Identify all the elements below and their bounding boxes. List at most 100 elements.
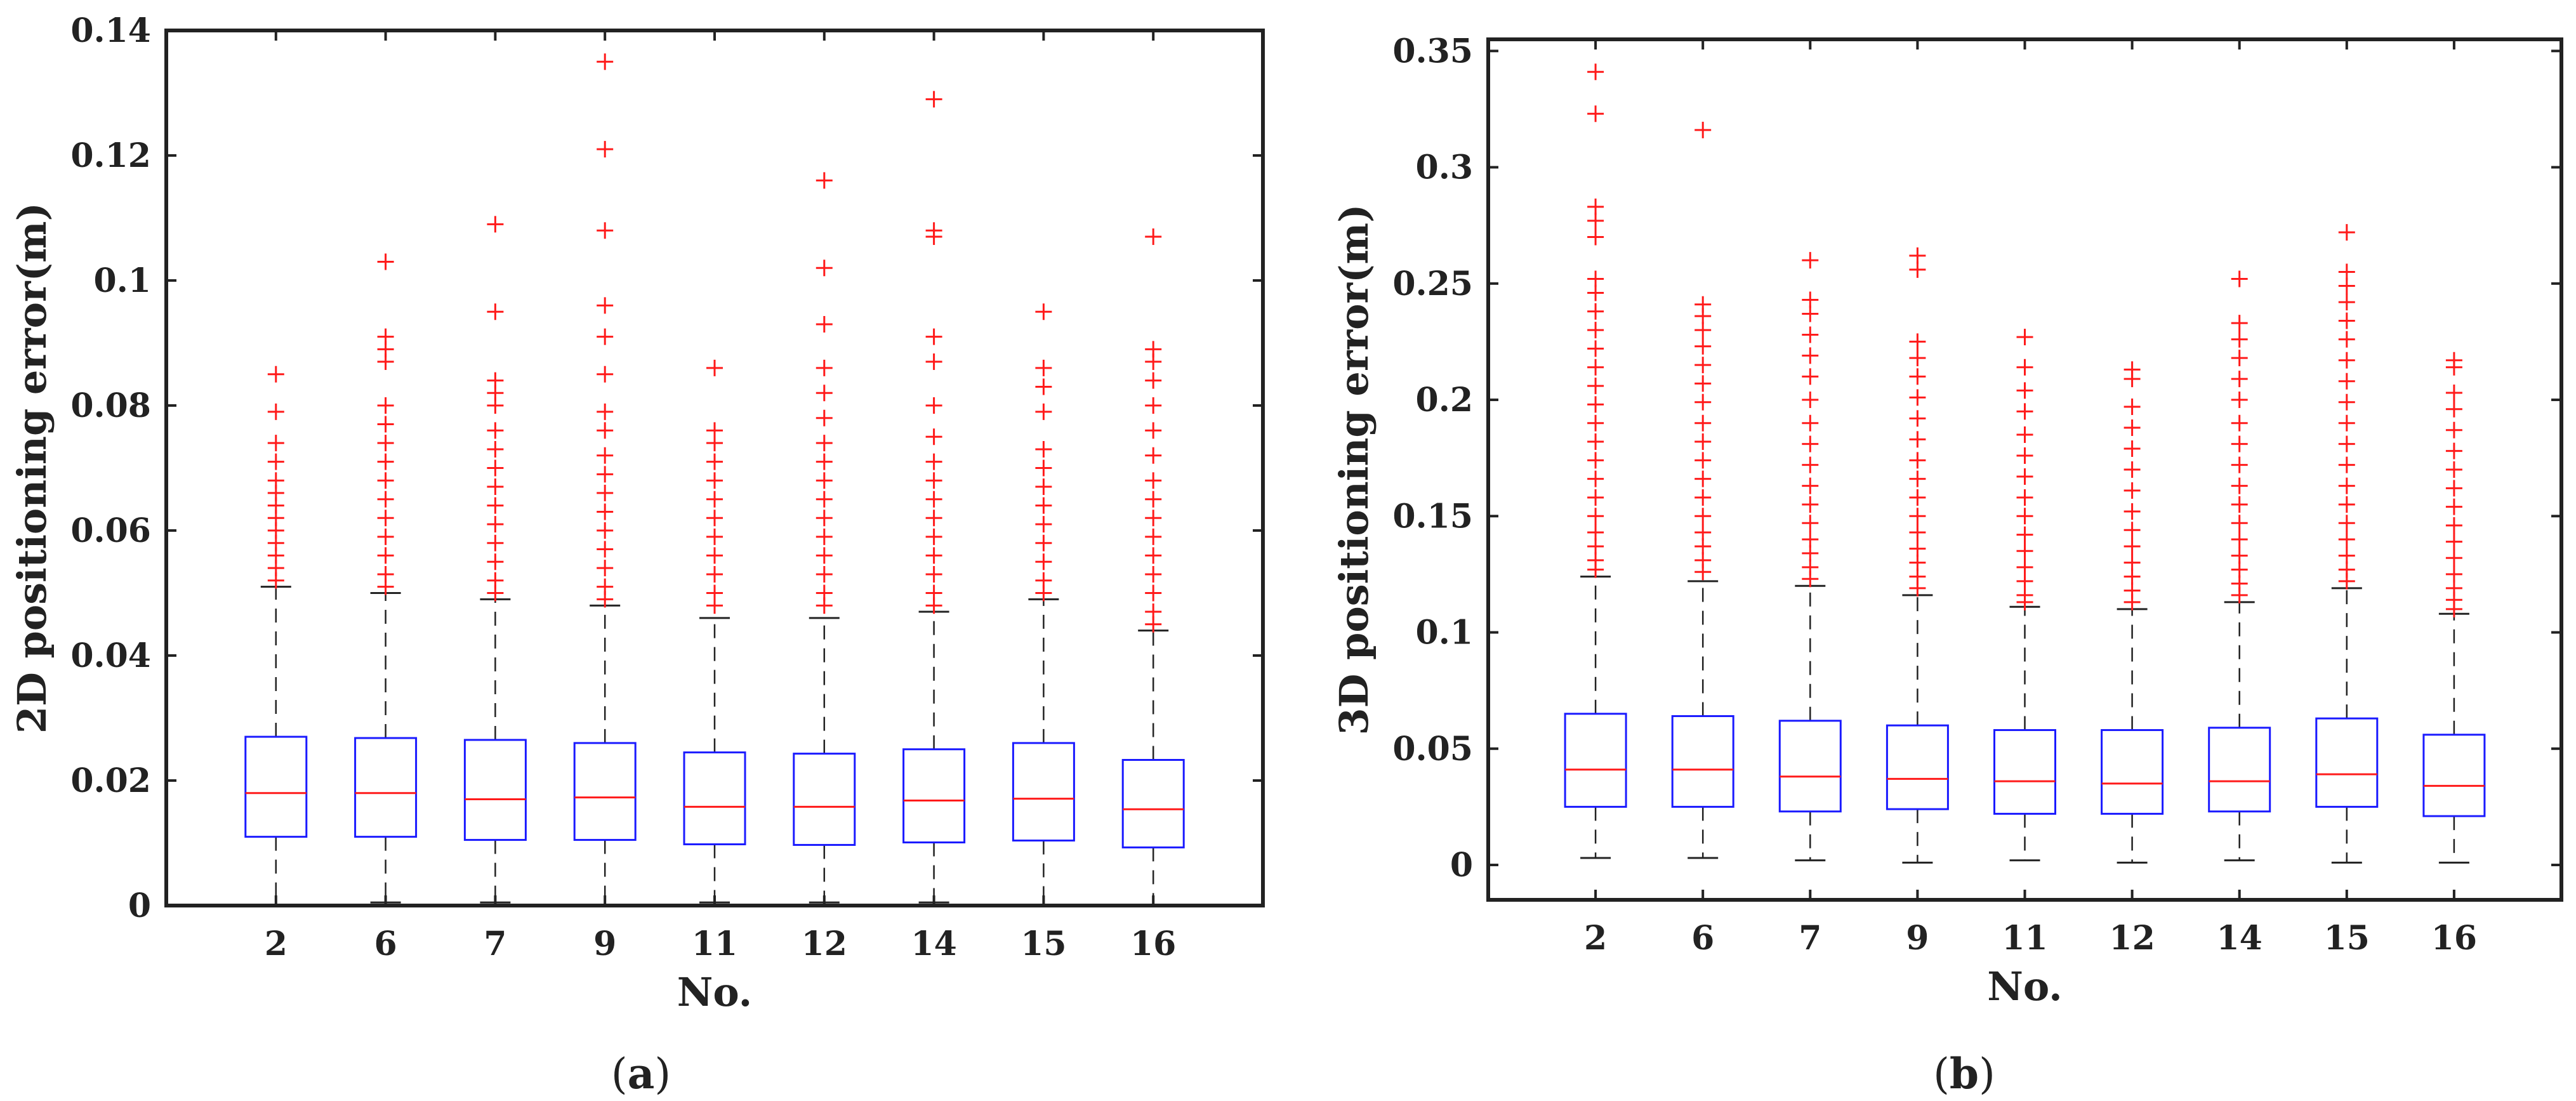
y-tick-label: 0.2 xyxy=(1416,381,1473,419)
x-tick-label: 16 xyxy=(2431,919,2477,958)
outlier-marker xyxy=(487,459,504,477)
outlier-marker xyxy=(816,528,833,545)
outlier-marker xyxy=(2016,468,2033,485)
outlier-marker xyxy=(1587,270,1604,287)
outlier-marker xyxy=(2445,421,2462,438)
x-axis-label: No. xyxy=(677,969,753,1015)
outlier-marker xyxy=(487,553,504,570)
outlier-marker xyxy=(2445,517,2462,534)
outlier-marker xyxy=(816,385,833,402)
outlier-marker xyxy=(2231,350,2248,367)
outlier-marker xyxy=(1694,375,1712,392)
y-tick-label: 0.1 xyxy=(94,261,151,300)
outlier-marker xyxy=(925,547,942,564)
y-tick-label: 0.35 xyxy=(1392,32,1473,70)
y-tick-label: 0.15 xyxy=(1392,497,1473,536)
outlier-marker xyxy=(1145,372,1162,389)
outlier-marker xyxy=(2445,480,2462,497)
outlier-marker xyxy=(487,440,504,458)
outlier-marker xyxy=(816,359,833,376)
box-iqr xyxy=(573,742,637,841)
panel-label: (a) xyxy=(611,1049,671,1098)
outlier-marker xyxy=(1145,447,1162,464)
outlier-marker xyxy=(377,510,394,527)
outlier-marker xyxy=(816,315,833,333)
x-tick-label: 9 xyxy=(1906,919,1929,958)
outlier-marker xyxy=(377,397,394,414)
outlier-marker xyxy=(1909,554,1926,571)
outlier-marker xyxy=(925,472,942,489)
outlier-marker xyxy=(925,528,942,545)
outlier-marker xyxy=(1694,433,1712,451)
outlier-marker xyxy=(1694,393,1712,411)
outlier-marker xyxy=(377,547,394,564)
outlier-marker xyxy=(816,491,833,508)
outlier-marker xyxy=(1802,347,1819,364)
outlier-marker xyxy=(1694,452,1712,469)
outlier-marker xyxy=(487,497,504,514)
y-tick-label: 0 xyxy=(128,887,151,925)
outlier-marker xyxy=(487,216,504,233)
outlier-marker xyxy=(267,366,284,383)
outlier-marker xyxy=(2124,503,2141,520)
outlier-marker xyxy=(1694,308,1712,325)
outlier-marker xyxy=(377,416,394,433)
outlier-marker xyxy=(597,541,614,558)
outlier-marker xyxy=(1802,305,1819,322)
outlier-marker xyxy=(1694,564,1712,581)
outlier-marker xyxy=(2231,477,2248,494)
outlier-marker xyxy=(2338,393,2355,411)
box-iqr xyxy=(1778,720,1842,813)
outlier-marker xyxy=(1035,478,1052,496)
outlier-marker xyxy=(816,435,833,452)
outlier-marker xyxy=(2016,329,2033,346)
outlier-marker xyxy=(267,435,284,452)
x-tick-label: 11 xyxy=(2002,919,2047,958)
outlier-marker xyxy=(1694,489,1712,506)
outlier-marker xyxy=(925,91,942,108)
outlier-marker xyxy=(1802,496,1819,513)
outlier-marker xyxy=(2231,371,2248,388)
outlier-marker xyxy=(2124,461,2141,478)
x-tick-label: 14 xyxy=(911,925,956,963)
outlier-marker xyxy=(1145,547,1162,564)
outlier-marker xyxy=(2338,515,2355,532)
outlier-marker xyxy=(1802,414,1819,432)
outlier-marker xyxy=(2338,456,2355,473)
outlier-marker xyxy=(1035,534,1052,551)
outlier-marker xyxy=(597,366,614,383)
outlier-marker xyxy=(1909,389,1926,406)
outlier-marker xyxy=(1145,353,1162,371)
x-tick-label: 2 xyxy=(265,925,287,963)
outlier-marker xyxy=(2231,270,2248,287)
outlier-marker xyxy=(377,472,394,489)
outlier-marker xyxy=(2445,359,2462,376)
outlier-marker xyxy=(377,578,394,595)
outlier-marker xyxy=(1587,322,1604,339)
outlier-marker xyxy=(1145,422,1162,439)
box-iqr xyxy=(2101,729,2164,815)
outlier-marker xyxy=(377,453,394,470)
outlier-marker xyxy=(377,528,394,545)
box-iqr xyxy=(1671,715,1734,808)
x-tick-label: 6 xyxy=(1691,919,1714,958)
outlier-marker xyxy=(2016,426,2033,444)
outlier-marker xyxy=(597,422,614,439)
outlier-marker xyxy=(2016,558,2033,576)
outlier-marker xyxy=(2124,568,2141,585)
outlier-marker xyxy=(1909,333,1926,350)
x-tick-label: 7 xyxy=(1799,919,1821,958)
outlier-marker xyxy=(1035,584,1052,602)
outlier-marker xyxy=(2124,593,2141,610)
y-tick-label: 0.06 xyxy=(70,511,151,550)
outlier-marker xyxy=(1694,121,1712,138)
outlier-marker xyxy=(1694,338,1712,355)
outlier-marker xyxy=(1909,261,1926,278)
box-iqr xyxy=(1012,742,1075,842)
outlier-marker xyxy=(706,597,723,614)
outlier-marker xyxy=(2445,533,2462,550)
outlier-marker xyxy=(2016,403,2033,420)
outlier-marker xyxy=(1802,252,1819,269)
outlier-marker xyxy=(2338,414,2355,432)
outlier-marker xyxy=(2124,554,2141,571)
